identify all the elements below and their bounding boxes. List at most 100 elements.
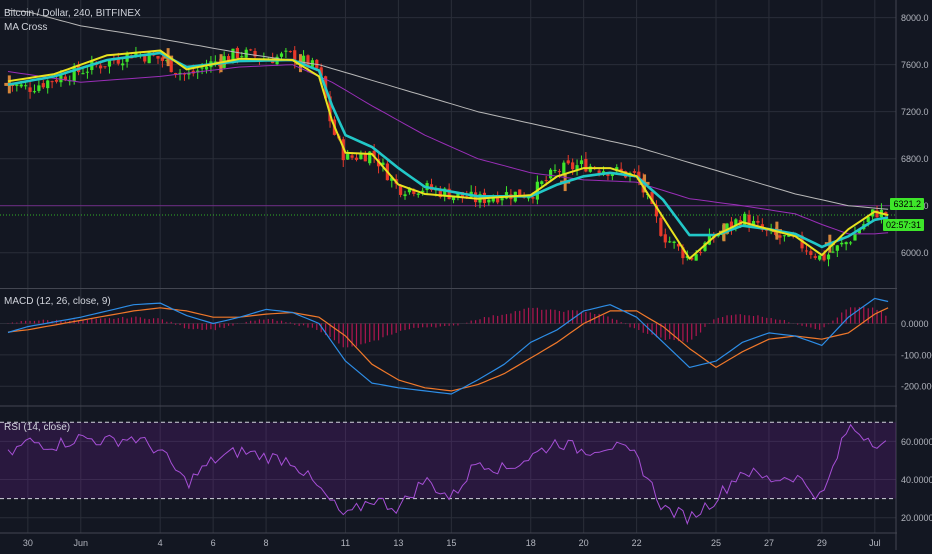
candle-body [147,52,151,64]
candle-body [857,229,861,234]
candle-body [729,221,734,228]
candle-body [676,243,681,247]
y-tick-label: 7200.0 [901,107,929,117]
candle-body [121,63,125,66]
candle-body [743,213,747,226]
rsi-band-fill [0,422,896,499]
candle-body [443,188,447,197]
candle-body [399,184,403,195]
y-tick-label: 20.0000 [901,513,932,523]
candle-body [734,219,738,226]
y-tick-label: 8000.0 [901,13,929,23]
candle-body [813,256,817,258]
study-label: MA Cross [4,22,48,33]
y-tick-label: -200.0000 [901,382,932,392]
candle-body [107,60,112,67]
candle-body [579,160,584,165]
candle-body [116,59,120,64]
candle-body [63,76,67,81]
candle-body [421,190,425,193]
y-tick-label: 6800.0 [901,154,929,164]
candle-body [59,75,63,83]
candle-body [588,166,592,172]
candle-body [447,188,451,200]
candle-body [279,53,284,57]
y-tick-label: 60.0000 [901,437,932,447]
x-tick-label: 8 [264,538,269,548]
x-tick-label: 30 [23,538,33,548]
candle-body [451,195,456,201]
ma-long-line [7,9,889,210]
candle-body [46,80,50,89]
candle-body [213,61,217,63]
candle-body [672,241,676,243]
candle-body [85,71,90,73]
candle-body [866,216,870,223]
countdown-tag: 02:57:31 [882,219,924,231]
candle-body [875,210,879,218]
x-tick-label: 4 [158,538,163,548]
candle-body [354,157,359,160]
candle-body [204,66,209,70]
candle-body [390,177,394,181]
candle-body [174,73,178,75]
candle-body [782,235,786,237]
candle-body [15,84,19,86]
candle-body [826,254,831,260]
x-tick-label: 13 [393,538,403,548]
candle-body [518,189,522,197]
candle-body [28,87,32,92]
candle-body [698,252,703,254]
last-price-tag: 6321.2 [890,198,924,210]
candle-body [690,257,694,260]
y-tick-label: 0.0000 [901,319,929,329]
candle-body [160,57,164,61]
candle-body [37,85,41,91]
candle-body [553,169,557,171]
candle-body [804,250,809,252]
candle-body [143,55,147,62]
y-tick-label: 7600.0 [901,60,929,70]
macd-signal-line [7,307,889,392]
candle-body [50,81,54,83]
candle-body [751,220,756,226]
candle-body [707,234,712,245]
x-tick-label: 18 [526,538,536,548]
candle-body [571,162,575,170]
candle-body [725,223,729,230]
candle-body [822,253,826,261]
candle-body [853,233,857,241]
candle-body [619,168,623,172]
candle-body [293,50,297,62]
candle-body [632,171,637,173]
candle-body [606,172,610,177]
candle-body [575,165,579,171]
candle-body [848,242,853,244]
candle-body [288,51,292,53]
candle-body [562,162,566,174]
candle-body [566,160,570,164]
candle-body [41,83,45,88]
candle-body [328,96,332,122]
x-tick-label: 22 [632,538,642,548]
x-tick-label: 20 [579,538,589,548]
candle-body [319,67,323,76]
candle-body [284,50,288,52]
ma-slow-line [7,64,889,235]
ma-fast-line [7,49,889,260]
candle-body [99,65,103,69]
candle-body [156,55,160,59]
candle-body [491,198,495,202]
candle-body [540,181,544,185]
candle-body [407,187,412,193]
candle-body [19,84,23,87]
candle-body [240,56,244,58]
candle-body [200,67,204,69]
candle-body [610,173,614,176]
candle-body [650,191,654,204]
candle-body [438,188,442,198]
symbol-title: Bitcoin / Dollar, 240, BITFINEX [4,8,141,19]
candle-body [597,170,601,173]
x-tick-label: 11 [341,538,350,548]
candle-body [663,234,667,243]
